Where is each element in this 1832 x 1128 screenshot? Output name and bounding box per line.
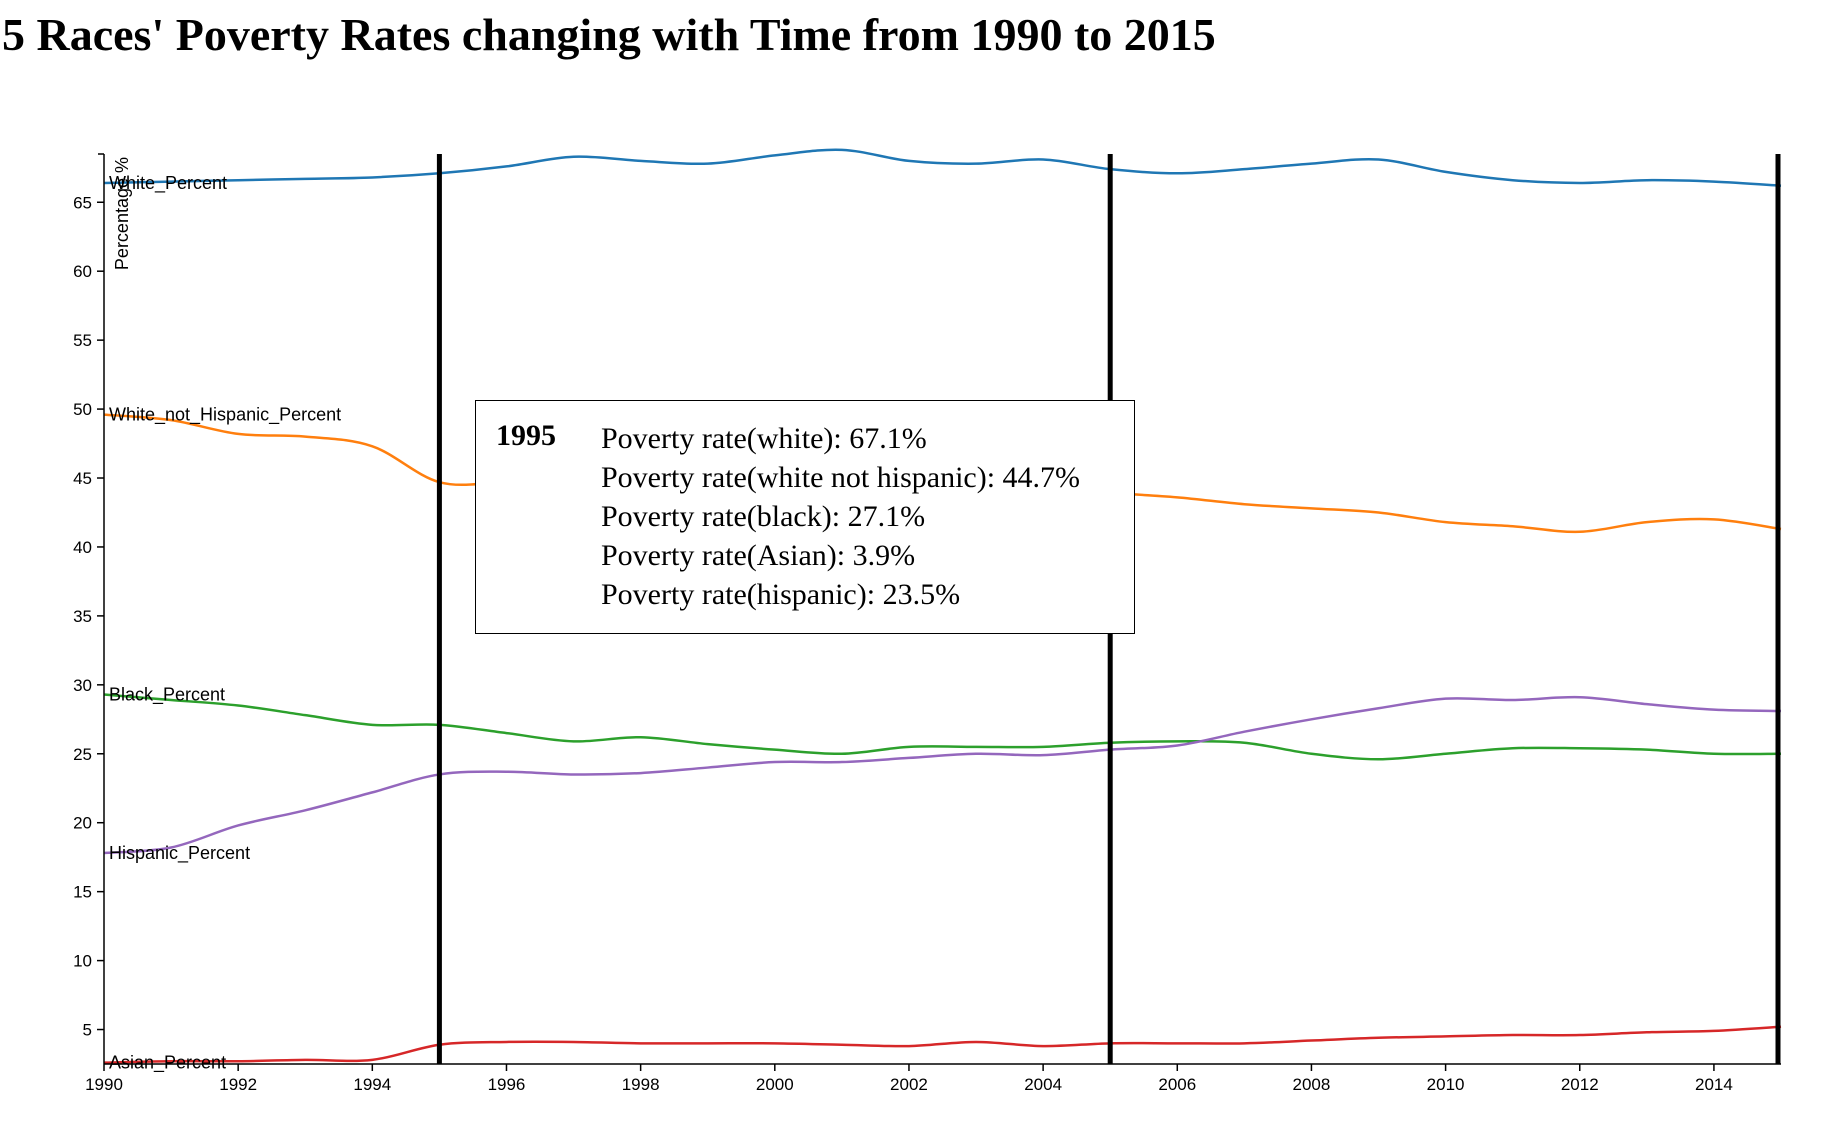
x-tick-label-2000: 2000 (756, 1075, 794, 1094)
series-line-black-percent (103, 693, 1782, 761)
x-tick-label-2004: 2004 (1024, 1075, 1062, 1094)
y-tick-label-45: 45 (73, 469, 92, 488)
series-labels: White_Percent White_not_Hispanic_Percent B… (109, 173, 341, 1074)
y-tick-label-5: 5 (83, 1021, 92, 1040)
series-label-hispanic-percent: Hispanic_Percent (109, 843, 250, 864)
x-tick-label-2014: 2014 (1695, 1075, 1733, 1094)
x-tick-label-1994: 1994 (353, 1075, 391, 1094)
axes: 5 10 15 20 25 30 35 40 45 50 55 60 65 Percentage % 199… (73, 153, 1781, 1094)
series-label-white-not-hispanic-percent: White_not_Hispanic_Percent (109, 405, 341, 426)
tooltip-line-asian: Poverty rate(Asian): 3.9% (601, 539, 916, 572)
y-tick-label-35: 35 (73, 607, 92, 626)
x-tick-label-1998: 1998 (622, 1075, 660, 1094)
tooltip-line-white-not-hispanic: Poverty rate(white not hispanic): 44.7% (601, 461, 1081, 494)
x-tick-label-2008: 2008 (1293, 1075, 1331, 1094)
y-tick-label-25: 25 (73, 745, 92, 764)
y-tick-label-55: 55 (73, 331, 92, 350)
y-tick-label-60: 60 (73, 262, 92, 281)
series-label-asian-percent: Asian_Percent (109, 1053, 226, 1074)
x-tick-label-2006: 2006 (1158, 1075, 1196, 1094)
series-label-black-percent: Black_Percent (109, 684, 225, 705)
x-tick-label-1992: 1992 (219, 1075, 257, 1094)
x-tick-label-1996: 1996 (488, 1075, 526, 1094)
y-tick-label-65: 65 (73, 193, 92, 212)
y-tick-label-30: 30 (73, 676, 92, 695)
tooltip-line-hispanic: Poverty rate(hispanic): 23.5% (601, 578, 961, 611)
chart-title: 5 Races' Poverty Rates changing with Tim… (2, 9, 1216, 60)
x-tick-label-2010: 2010 (1427, 1075, 1465, 1094)
x-tick-label-2002: 2002 (890, 1075, 928, 1094)
y-tick-label-50: 50 (73, 400, 92, 419)
tooltip-year: 1995 (496, 419, 556, 452)
y-tick-label-20: 20 (73, 814, 92, 833)
series-label-white-percent: White_Percent (109, 173, 227, 194)
y-axis-title: Percentage % (112, 157, 132, 270)
y-tick-label-40: 40 (73, 538, 92, 557)
series-line-asian-percent (103, 1025, 1782, 1064)
x-tick-label-1990: 1990 (85, 1075, 123, 1094)
tooltip-lines: Poverty rate(white): 67.1% Poverty rate(… (601, 419, 1080, 614)
series-line-hispanic-percent (103, 695, 1782, 855)
y-tick-label-10: 10 (73, 952, 92, 971)
tooltip-line-white: Poverty rate(white): 67.1% (601, 422, 927, 455)
x-tick-label-2012: 2012 (1561, 1075, 1599, 1094)
tooltip: 1995 Poverty rate(white): 67.1% Poverty … (475, 400, 1135, 634)
y-tick-label-15: 15 (73, 883, 92, 902)
series-line-white-percent (103, 148, 1782, 187)
tooltip-line-black: Poverty rate(black): 27.1% (601, 500, 926, 533)
